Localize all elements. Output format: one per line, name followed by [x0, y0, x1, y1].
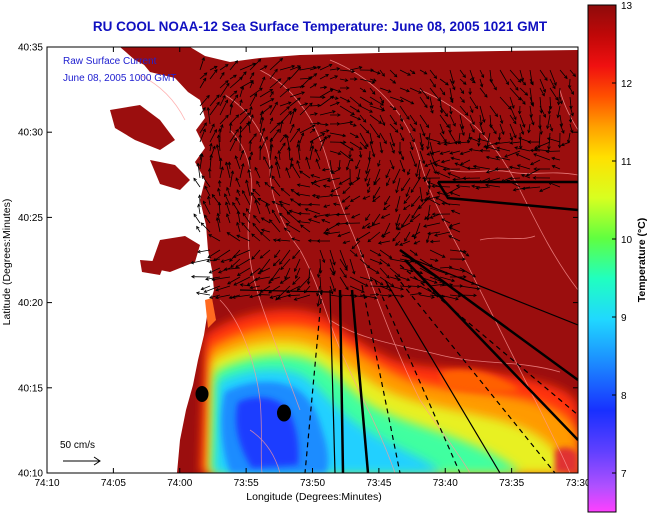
station-marker-west	[195, 386, 209, 402]
x-axis-ticks: 74:10 74:05 74:00 73:55 73:50 73:45 73:40 73:35…	[34, 47, 591, 489]
y-tick-label: 40:10	[18, 469, 43, 480]
y-tick-label: 40:30	[18, 128, 43, 139]
y-axis-ticks: 40:35 40:30 40:25 40:20 40:15 40:10	[18, 43, 578, 480]
y-tick-label: 40:20	[18, 298, 43, 309]
colorbar-tick-label: 11	[621, 157, 632, 168]
x-tick-label: 73:55	[234, 478, 259, 489]
colorbar	[587, 4, 617, 513]
overlay-current-label: Raw Surface Current	[63, 56, 157, 67]
x-tick-label: 73:50	[300, 478, 325, 489]
x-tick-label: 73:35	[499, 478, 524, 489]
station-marker-east	[277, 404, 291, 422]
scale-label: 50 cm/s	[60, 440, 95, 451]
y-axis-label: Latitude (Degrees:Minutes)	[1, 199, 13, 326]
y-tick-label: 40:15	[18, 383, 43, 394]
scale-arrow-icon	[63, 456, 101, 466]
radar-boundary-lines	[239, 180, 578, 473]
x-axis-label: Longitude (Degrees:Minutes)	[246, 491, 381, 503]
colorbar-tick-label: 7	[621, 469, 627, 480]
land-new-jersey	[47, 47, 214, 473]
overlay-current-time: June 08, 2005 1000 GMT	[63, 73, 176, 84]
colorbar-tick-label: 9	[621, 313, 627, 324]
x-tick-label: 74:00	[167, 478, 192, 489]
colorbar-tick-label: 8	[621, 391, 627, 402]
x-tick-label: 73:30	[565, 478, 590, 489]
x-tick-label: 74:10	[34, 478, 59, 489]
map-title: RU COOL NOAA-12 Sea Surface Temperature:…	[92, 19, 548, 34]
colorbar-tick-label: 10	[621, 235, 633, 246]
x-tick-label: 73:45	[366, 478, 391, 489]
colorbar-label: Temperature (°C)	[636, 218, 648, 303]
x-tick-label: 74:05	[101, 478, 126, 489]
colorbar-tick-label: 12	[621, 79, 633, 90]
x-tick-label: 73:40	[433, 478, 458, 489]
colorbar-tick-label: 13	[621, 1, 633, 12]
y-tick-label: 40:25	[18, 213, 43, 224]
land-long-island	[190, 47, 578, 62]
colorbar-ticks: 13 12 11 10 9 8 7	[612, 1, 633, 480]
y-tick-label: 40:35	[18, 43, 43, 54]
